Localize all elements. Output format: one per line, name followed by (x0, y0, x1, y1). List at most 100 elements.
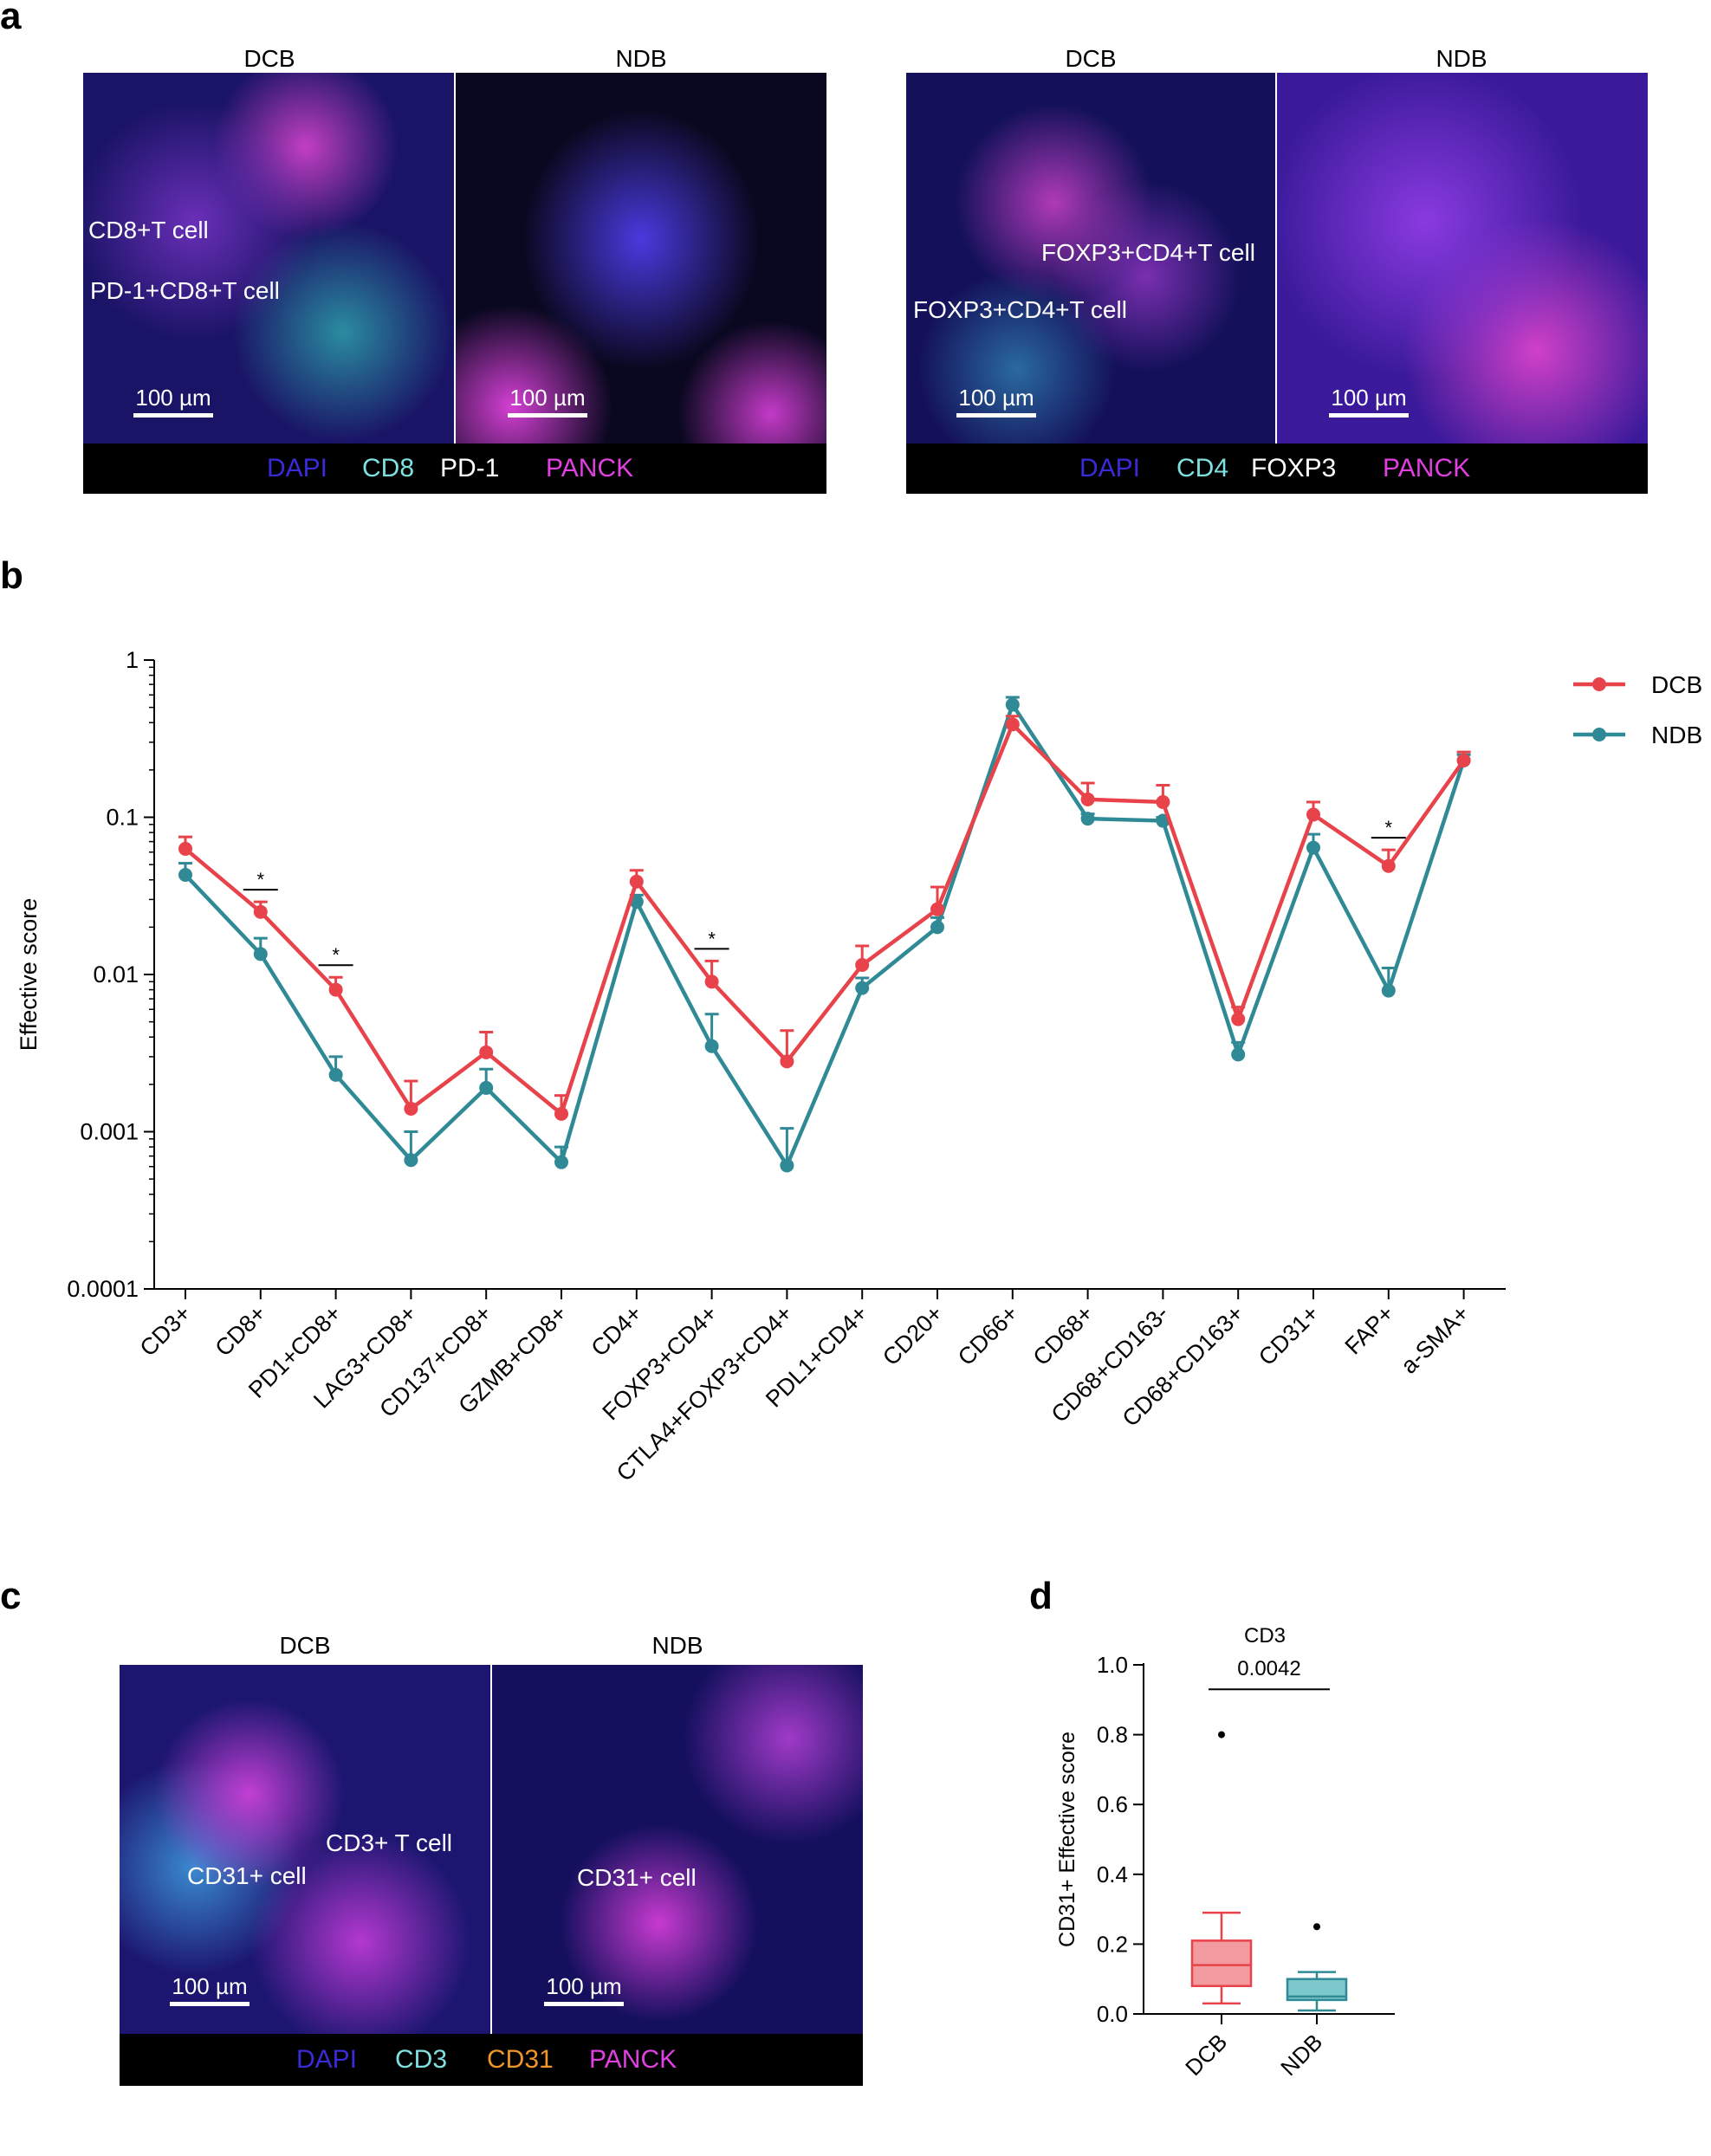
x-tick-label: NDB (1275, 2029, 1327, 2081)
point-ndb (704, 1039, 719, 1053)
significance-star: * (257, 869, 265, 890)
y-tick-label: 0.0001 (67, 1276, 139, 1302)
x-tick-label: CD68+ (1028, 1300, 1099, 1370)
point-ndb (253, 947, 268, 961)
point-dcb (930, 902, 944, 916)
point-dcb (780, 1054, 794, 1069)
legend-cd8: CD8 (362, 454, 415, 482)
x-tick-label: FAP+ (1340, 1300, 1399, 1359)
scale-bar-c-ndb: 100 µm (544, 1973, 624, 2006)
significance-star: * (332, 944, 340, 966)
micrograph-c-ndb: CD31+ cell 100 µm (492, 1665, 863, 2034)
point-ndb (780, 1158, 794, 1173)
y-tick-label: 0.01 (93, 961, 139, 987)
micrograph-a-ndb-cd8: 100 µm (456, 73, 826, 444)
y-tick-label: 0.1 (106, 805, 139, 831)
point-dcb (1156, 794, 1170, 809)
point-ndb (328, 1067, 343, 1082)
panel-c-label: c (0, 1575, 22, 1617)
legend-dapi: DAPI (1079, 454, 1141, 482)
y-tick-label: 1.0 (1097, 1652, 1128, 1678)
panel-c-ndb-title: NDB (651, 1632, 703, 1659)
y-tick-label: 0.0 (1097, 2001, 1128, 2027)
annotation-cd3-t-cell: CD3+ T cell (326, 1829, 453, 1856)
point-dcb (1080, 792, 1095, 806)
micrograph-a-dcb-cd4: FOXP3+CD4+T cell FOXP3+CD4+T cell 100 µm (906, 73, 1275, 444)
legend-panck: PANCK (546, 454, 634, 482)
panel-d-label: d (1029, 1575, 1053, 1617)
legend-cd31: CD31 (487, 2045, 554, 2074)
x-tick-label: CD66+ (953, 1300, 1023, 1370)
point-ndb (855, 981, 870, 995)
point-dcb (404, 1101, 418, 1116)
legend-label-ndb: NDB (1651, 722, 1702, 748)
x-tick-label: CD3+ (135, 1300, 197, 1362)
point-dcb (629, 874, 644, 889)
annotation-pd1-cd8-t-cell: PD-1+CD8+T cell (90, 277, 280, 304)
outlier-point (1313, 1923, 1320, 1931)
point-ndb (479, 1080, 494, 1095)
y-tick-label: 0.001 (80, 1119, 139, 1145)
significance-star: * (708, 928, 716, 949)
point-ndb (1306, 840, 1320, 855)
point-ndb (1080, 812, 1095, 826)
series-line-ndb (184, 700, 1466, 1170)
pvalue-label: 0.0042 (1237, 1657, 1300, 1680)
point-ndb (1005, 697, 1020, 712)
x-tick-label: CD20+ (878, 1300, 948, 1370)
panel-a-left-ndb-title: NDB (615, 45, 667, 72)
legend-pd1: PD-1 (440, 454, 500, 482)
y-tick-label: 0.4 (1097, 1861, 1128, 1887)
annotation-cd31-cell-ndb: CD31+ cell (577, 1864, 697, 1891)
legend-bar-a-right: DAPI CD4 FOXP3 PANCK (906, 444, 1648, 494)
legend-panck: PANCK (1383, 454, 1471, 482)
panel-a-left-dcb-title: DCB (243, 45, 295, 72)
point-dcb (479, 1045, 494, 1059)
point-dcb (704, 974, 719, 989)
panel-a-right-dcb-title: DCB (1065, 45, 1117, 72)
point-dcb (1456, 753, 1471, 767)
point-dcb (1306, 807, 1320, 822)
point-dcb (328, 982, 343, 997)
legend-marker-dcb (1592, 677, 1606, 691)
legend-bar-c: DAPI CD3 CD31 PANCK (120, 2034, 863, 2086)
legend-cd4: CD4 (1176, 454, 1229, 482)
point-ndb (930, 920, 944, 935)
series-line-dcb (184, 721, 1466, 1117)
point-dcb (1005, 717, 1020, 732)
legend-cd3: CD3 (395, 2045, 448, 2074)
micrograph-a-ndb-cd4: 100 µm (1277, 73, 1648, 444)
legend-dapi: DAPI (267, 454, 328, 482)
y-tick-label: 0.2 (1097, 1931, 1128, 1957)
scale-bar-a-right-ndb: 100 µm (1329, 385, 1409, 418)
point-dcb (554, 1106, 568, 1121)
chart-d-svg: CD3 0.0 0.2 0.4 0.6 0.8 1.0 CD31+ Effective sco… (1055, 1624, 1395, 2081)
x-tick-label: CD8+ (210, 1300, 271, 1362)
legend-marker-ndb (1592, 728, 1606, 741)
panel-c-dcb-title: DCB (279, 1632, 331, 1659)
point-dcb (1381, 858, 1396, 873)
scale-bar-a-left-dcb: 100 µm (133, 385, 213, 418)
annotation-cd8-t-cell: CD8+T cell (88, 217, 209, 243)
point-dcb (1231, 1012, 1246, 1026)
point-ndb (404, 1153, 418, 1168)
point-ndb (1381, 983, 1396, 998)
y-tick-label: 0.6 (1097, 1791, 1128, 1817)
legend-bar-a-left: DAPI CD8 PD-1 PANCK (83, 444, 826, 494)
point-ndb (554, 1155, 568, 1169)
point-ndb (1231, 1047, 1246, 1062)
micrograph-c-dcb: CD3+ T cell CD31+ cell 100 µm (120, 1665, 490, 2034)
x-tick-label: CD4+ (586, 1300, 647, 1362)
significance-star: * (1385, 817, 1393, 838)
point-dcb (855, 957, 870, 972)
panel-b-label: b (0, 554, 23, 597)
outlier-point (1218, 1731, 1225, 1738)
legend-label-dcb: DCB (1651, 671, 1702, 698)
x-tick-label: a-SMA+ (1396, 1300, 1474, 1379)
point-ndb (178, 868, 192, 883)
x-tick-label: CD31+ (1254, 1300, 1324, 1370)
legend-panck: PANCK (589, 2045, 677, 2074)
point-dcb (178, 841, 192, 856)
y-axis-label: CD31+ Effective score (1055, 1732, 1079, 1947)
chart-d-title: CD3 (1244, 1624, 1286, 1648)
